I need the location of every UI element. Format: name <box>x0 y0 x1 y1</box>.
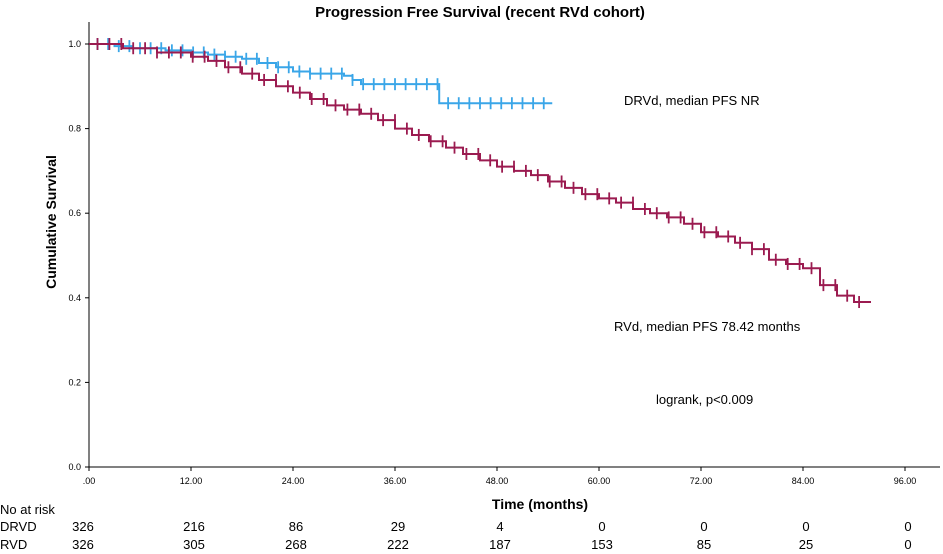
y-tick-group: 0.0 0.2 0.4 0.6 0.8 1.0 <box>68 39 89 472</box>
x-tick-label: 12.00 <box>180 476 203 486</box>
risk-value-drvd: 0 <box>598 519 605 534</box>
risk-row-label-drvd: DRVD <box>0 519 37 534</box>
y-tick-label: 1.0 <box>68 39 81 49</box>
risk-value-rvd: 305 <box>183 537 205 552</box>
logrank-annotation: logrank, p<0.009 <box>656 392 753 407</box>
risk-value-rvd: 222 <box>387 537 409 552</box>
risk-value-rvd: 187 <box>489 537 511 552</box>
risk-value-drvd: 29 <box>391 519 405 534</box>
x-tick-group: .00 12.00 24.00 36.00 48.00 60.00 72.00 84.00 96… <box>83 467 917 486</box>
x-tick-label: 84.00 <box>792 476 815 486</box>
risk-values: 326 216 86 29 4 0 0 0 0 326 305 268 222 187 153 85 25 0 <box>72 519 911 552</box>
x-tick-label: .00 <box>83 476 96 486</box>
axes <box>88 22 940 468</box>
y-axis-label: Cumulative Survival <box>43 155 59 289</box>
y-tick-label: 0.8 <box>68 124 81 134</box>
risk-value-drvd: 326 <box>72 519 94 534</box>
y-tick-label: 0.2 <box>68 377 81 387</box>
x-tick-label: 48.00 <box>486 476 509 486</box>
chart-title: Progression Free Survival (recent RVd co… <box>315 4 645 21</box>
risk-value-drvd: 0 <box>802 519 809 534</box>
risk-value-rvd: 0 <box>904 537 911 552</box>
rvd-annotation: RVd, median PFS 78.42 months <box>614 319 801 334</box>
x-tick-label: 96.00 <box>894 476 917 486</box>
risk-value-drvd: 216 <box>183 519 205 534</box>
y-tick-label: 0.0 <box>68 462 81 472</box>
risk-value-rvd: 25 <box>799 537 813 552</box>
risk-table: No at risk DRVD RVD 326 216 86 29 4 0 0 0 0 326 30… <box>0 502 912 552</box>
risk-value-rvd: 268 <box>285 537 307 552</box>
drvd-annotation: DRVd, median PFS NR <box>624 93 760 108</box>
series-group <box>89 38 871 309</box>
risk-value-drvd: 86 <box>289 519 303 534</box>
drvd-curve <box>89 43 553 105</box>
risk-value-drvd: 4 <box>496 519 503 534</box>
risk-table-header: No at risk <box>0 502 55 517</box>
x-tick-label: 60.00 <box>588 476 611 486</box>
x-tick-label: 24.00 <box>282 476 305 486</box>
risk-row-label-rvd: RVD <box>0 537 27 552</box>
y-tick-label: 0.4 <box>68 293 81 303</box>
x-axis-label: Time (months) <box>492 496 588 512</box>
risk-value-rvd: 153 <box>591 537 613 552</box>
risk-value-drvd: 0 <box>700 519 707 534</box>
risk-value-rvd: 85 <box>697 537 711 552</box>
y-tick-label: 0.6 <box>68 208 81 218</box>
risk-value-drvd: 0 <box>904 519 911 534</box>
risk-value-rvd: 326 <box>72 537 94 552</box>
x-tick-label: 36.00 <box>384 476 407 486</box>
rvd-curve <box>89 43 871 304</box>
x-tick-label: 72.00 <box>690 476 713 486</box>
